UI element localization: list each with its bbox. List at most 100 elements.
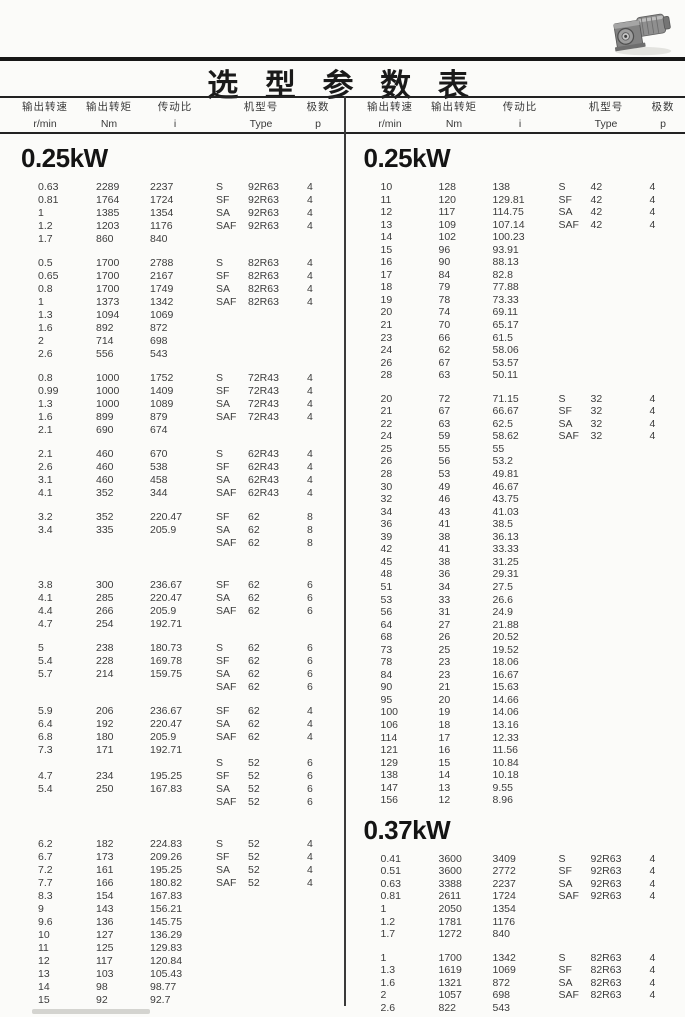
table-row: 32 46 43.75 [343,493,685,506]
table-row: 2.6 460 538 SF 62R43 4 [0,461,343,474]
ratio-cell: 69.11 [492,306,519,319]
poles-cell [307,322,327,335]
output-speed-cell: 4.1 [38,592,53,604]
type-size-cell: 52 [248,838,260,850]
table-row: 100 19 14.06 [343,706,685,719]
type-size-cell: 32 [590,392,603,405]
table-row: 2.1 690 674 [0,424,343,437]
output-speed-cell: 0.63 [380,877,401,890]
output-torque-cell: 79 [438,281,451,294]
poles-cell [650,606,670,619]
table-row: 53 33 26.6 [343,594,685,607]
output-torque-cell: 234 [96,770,114,782]
type-size-cell [591,306,650,319]
poles-cell [650,468,670,481]
type-prefix-cell: SF [216,770,230,782]
table-row: 19 78 73.33 [343,294,685,307]
output-torque-cell: 154 [96,890,114,902]
type-prefix-cell: SA [216,283,231,295]
poles-cell: 4 [649,193,656,206]
output-torque-cell: 103 [96,968,114,980]
table-row: 11 120 129.81 SF 42 4 [343,194,685,207]
poles-cell: 4 [649,877,656,890]
table-row: 5.7 214 159.75 SA 62 6 [0,668,343,681]
type-prefix-cell: SAF [558,890,579,903]
type-prefix-cell: SF [216,511,230,523]
output-torque-cell: 38 [438,530,451,543]
poles-cell [307,916,327,929]
type-size-cell [591,455,650,468]
table-row: 0.5 1700 2788 S 82R63 4 [0,257,343,270]
output-speed-cell: 1 [38,207,44,219]
table-row: 15 96 93.91 [343,244,685,257]
output-speed-cell: 10 [380,181,393,193]
type-prefix-cell [559,694,591,707]
type-size-cell [591,782,650,795]
output-speed-cell: 26 [380,356,393,369]
poles-cell [650,493,670,506]
type-size-cell [248,994,307,1007]
poles-cell: 4 [649,430,656,443]
ratio-cell: 27.5 [492,580,513,593]
type-size-cell: 62 [248,681,260,693]
type-prefix-cell [216,309,248,322]
type-prefix-cell [559,306,591,319]
poles-cell: 4 [307,398,313,410]
type-size-cell: 42 [590,206,603,219]
row-group: 0.41 3600 3409 S 92R63 4 0.51 3600 2772 SF 92R63 4 0… [343,853,685,941]
column-header-label: 传动比 [502,101,538,113]
table-row: 3.1 460 458 SA 62R43 4 [0,474,343,487]
type-prefix-cell: SA [216,783,231,795]
output-torque-cell: 38 [438,555,451,568]
output-torque-cell: 67 [438,356,451,369]
type-size-cell [591,319,650,332]
right-half: 0.25kW 10 128 138 S 42 4 11 120 129.81 SF 42 4 12 117 1… [343,135,685,1017]
table-row: 106 18 13.16 [343,719,685,732]
type-prefix-cell: SAF [216,681,237,693]
row-group: 2.1 460 670 S 62R43 4 2.6 460 538 SF 62R43 4 3.1 460 4… [0,448,343,500]
table-row: 9.6 136 145.75 [0,916,343,929]
row-group: S 52 6 4.7 234 195.25 SF 52 6 5.4 250 167.83 SA 52 6 SA… [0,757,343,809]
table-row: 45 38 31.25 [343,556,685,569]
type-size-cell: 72R43 [248,411,279,423]
output-speed-cell [38,537,96,550]
type-prefix-cell [559,468,591,481]
type-prefix-cell: SF [558,405,572,418]
column-header-label: 传动比 [157,101,193,113]
poles-cell: 4 [307,257,313,269]
output-torque-cell: 26 [438,631,451,644]
type-prefix-cell: S [558,951,566,964]
type-prefix-cell [559,644,591,657]
output-speed-cell: 39 [380,530,393,543]
type-prefix-cell [559,357,591,370]
type-prefix-cell: SAF [216,487,237,499]
type-prefix-cell [216,942,248,955]
poles-cell [650,669,670,682]
column-header-unit: p [315,118,321,130]
type-prefix-cell: SAF [558,989,579,1002]
ratio-cell: 66.67 [492,405,519,418]
poles-cell [650,757,670,770]
type-size-cell [591,916,650,929]
type-size-cell: 62 [248,705,260,717]
ratio-cell: 100.23 [492,231,525,244]
type-size-cell: 92R63 [248,181,279,193]
type-size-cell: 62 [248,592,260,604]
table-row: 7.7 166 180.82 SAF 52 4 [0,877,343,890]
ratio-cell: 543 [150,348,168,360]
table-row: 13 103 105.43 [0,968,343,981]
type-size-cell [591,606,650,619]
poles-cell: 4 [649,951,656,964]
output-speed-cell: 0.81 [380,890,401,903]
output-torque-cell: 63 [438,369,451,382]
table-row: 17 84 82.8 [343,269,685,282]
type-prefix-cell [559,794,591,807]
type-size-cell: 52 [248,796,260,808]
table-row: 0.65 1700 2167 SF 82R63 4 [0,270,343,283]
table-row: 39 38 36.13 [343,531,685,544]
type-prefix-cell [559,732,591,745]
output-speed-cell: 0.99 [38,385,59,397]
column-header-label: 机型号 [588,101,624,113]
table-row: 1.3 1094 1069 [0,309,343,322]
ratio-cell: 33.33 [492,543,519,556]
